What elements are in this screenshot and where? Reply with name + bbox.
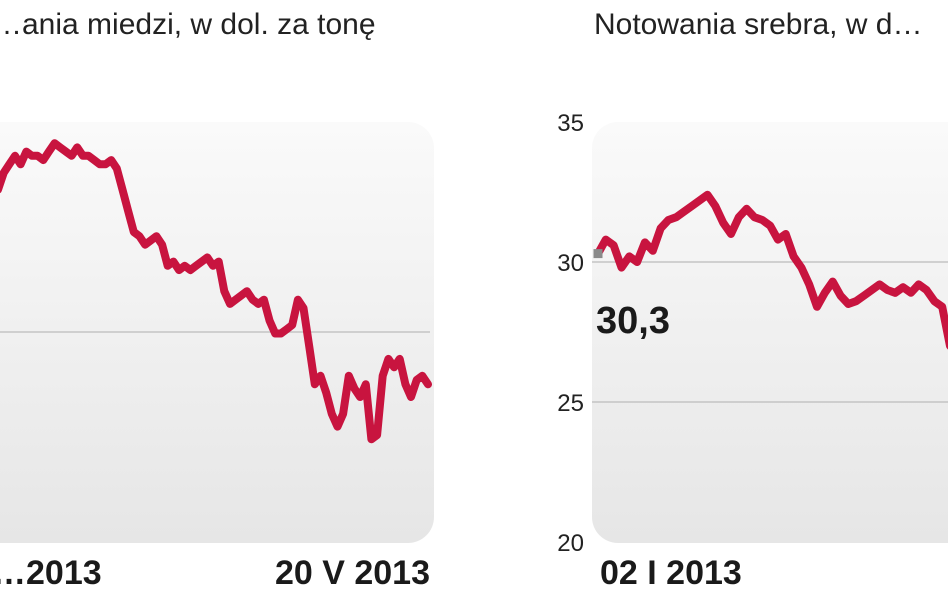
- copper-chart-title: …ania miedzi, w dol. za tonę: [0, 8, 376, 41]
- silver-y-tick-25: 25: [557, 390, 584, 417]
- silver-y-tick-30: 30: [557, 250, 584, 277]
- silver-chart-title: Notowania srebra, w d…: [594, 8, 922, 41]
- silver-y-tick-35: 35: [557, 110, 584, 137]
- copper-x-end-label: 20 V 2013: [275, 554, 430, 592]
- copper-series-line: [0, 139, 432, 444]
- silver-start-marker: [593, 249, 603, 259]
- silver-x-start-label: 02 I 2013: [600, 554, 742, 592]
- silver-start-value-label: 30,3: [596, 300, 670, 342]
- copper-x-start-label: …2013: [0, 554, 102, 592]
- silver-series-line: [594, 190, 948, 350]
- silver-y-tick-20: 20: [557, 530, 584, 557]
- silver-chart: Notowania srebra, w d… 35 30 25 20 30,3 …: [557, 8, 948, 592]
- copper-chart: …ania miedzi, w dol. za tonę …2013 20 V …: [0, 8, 434, 592]
- silver-plot-area: [592, 122, 948, 543]
